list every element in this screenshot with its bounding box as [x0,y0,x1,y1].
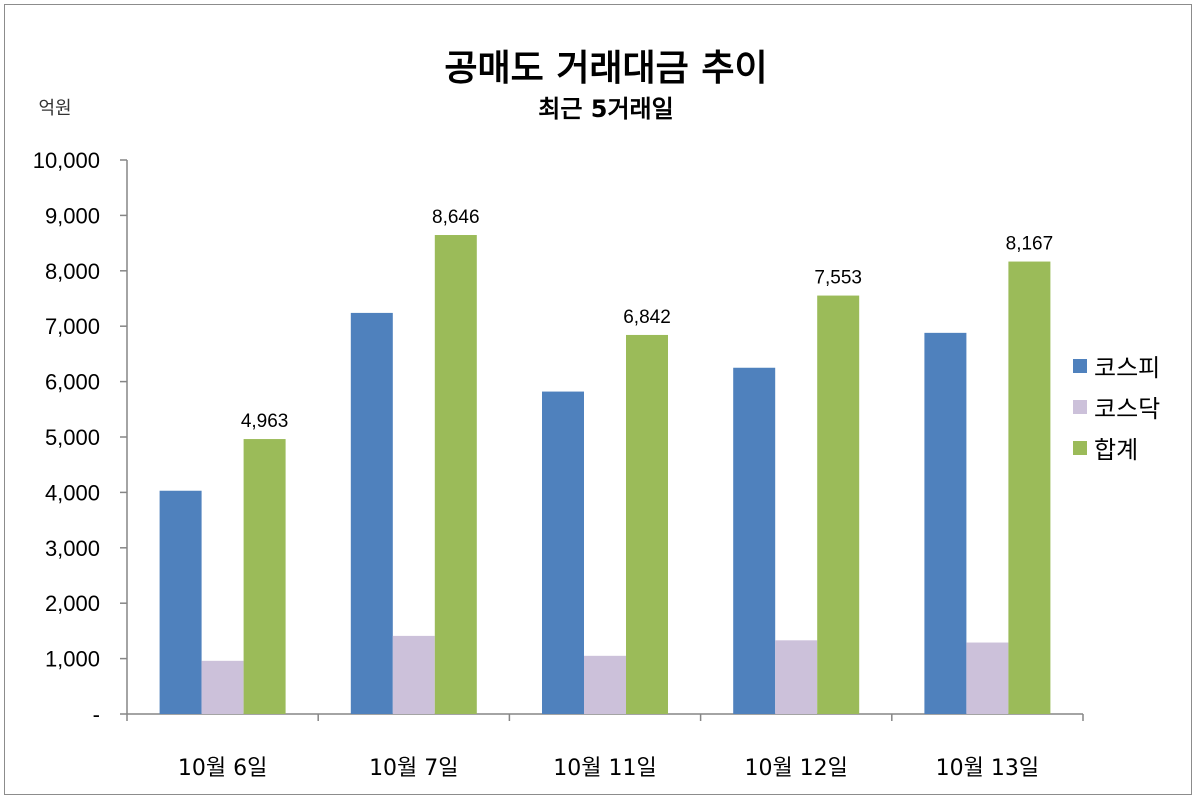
y-tick-label: 2,000 [45,591,100,616]
legend-label: 코스닥 [1094,395,1160,423]
bar-코스피-4 [924,332,967,714]
bar-코스닥-3 [775,640,818,714]
data-label: 6,842 [623,307,671,328]
bar-합계-4 [1008,261,1051,714]
y-tick-label: 9,000 [45,203,100,228]
x-tick-label: 10월 6일 [178,756,267,781]
data-label: 8,646 [432,207,480,228]
bar-코스피-2 [542,391,584,714]
legend-swatch [1073,441,1087,455]
bar-코스피-0 [159,490,202,714]
bar-코스닥-0 [201,660,244,714]
y-tick-label: 7,000 [45,314,100,339]
data-labels: 4,963 8,646 6,842 7,553 8,167 [241,207,1053,432]
y-tick-label: 1,000 [45,647,100,672]
legend-label: 합계 [1094,436,1138,464]
axes: - 1,000 2,000 3,000 4,000 5,000 6,000 7,000 8,00… [33,148,1084,781]
data-label: 8,167 [1006,234,1054,255]
y-tick-label: - [93,702,100,727]
x-tick-label: 10월 12일 [744,756,847,781]
bar-합계-2 [626,334,668,714]
y-tick-label: 5,000 [45,425,100,450]
chart-title: 공매도 거래대금 추이 [444,48,767,89]
x-tick-label: 10월 7일 [369,756,458,781]
bar-코스닥-1 [392,635,435,714]
bar-코스닥-4 [966,642,1009,714]
bars [159,235,1051,714]
data-label: 7,553 [814,268,862,289]
bar-합계-1 [434,235,477,714]
bar-합계-0 [243,439,286,714]
chart-subtitle: 최근 5거래일 [538,95,673,123]
x-tick-label: 10월 11일 [553,756,656,781]
data-label: 4,963 [241,411,289,432]
y-tick-label: 4,000 [45,480,100,505]
y-tick-label: 10,000 [33,148,100,173]
legend-swatch [1073,359,1087,373]
legend-label: 코스피 [1094,354,1160,382]
bar-코스피-3 [733,367,776,714]
bar-코스닥-2 [584,655,626,714]
y-axis-unit-label: 억원 [38,98,71,119]
legend-swatch [1073,400,1087,414]
y-tick-label: 6,000 [45,370,100,395]
y-tick-label: 3,000 [45,536,100,561]
bar-코스피-1 [350,312,393,714]
y-tick-label: 8,000 [45,259,100,284]
x-tick-label: 10월 13일 [936,756,1039,781]
bar-합계-3 [817,295,860,714]
